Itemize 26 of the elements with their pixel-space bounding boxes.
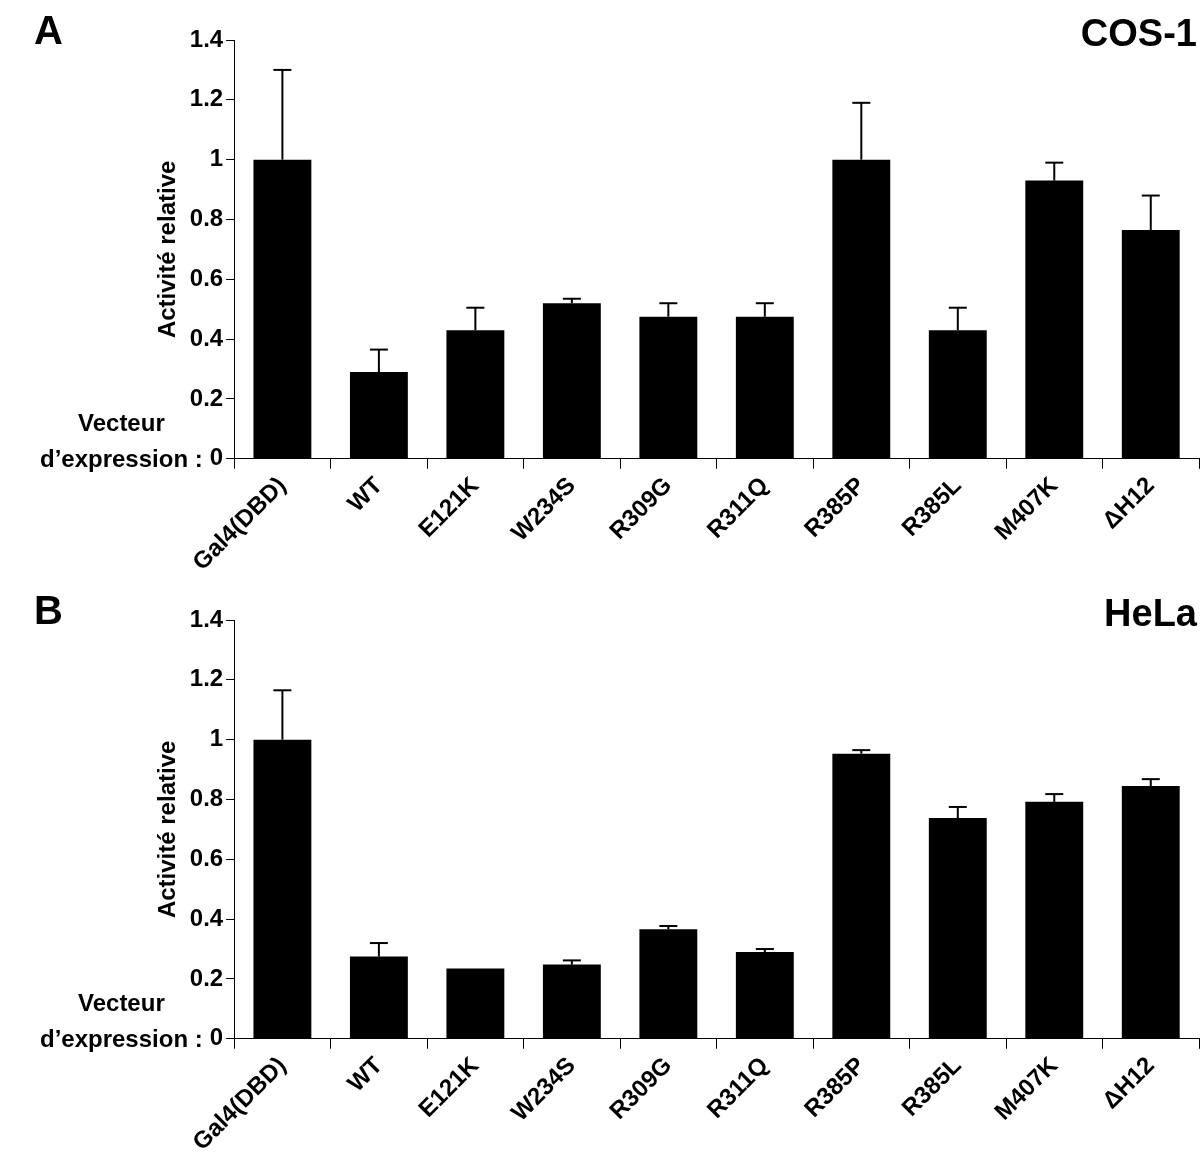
y-tick-label: 1.2: [189, 664, 224, 692]
y-tick-label: 0.6: [189, 263, 224, 291]
y-tick-label: 1: [209, 724, 224, 752]
text: A: [34, 8, 63, 53]
text: B: [34, 588, 63, 633]
y-tick-label: 1: [209, 144, 224, 172]
y-tick-label: 0: [209, 443, 224, 471]
y-tick-label: 0.2: [189, 963, 224, 991]
y-tick-label: 1.4: [189, 24, 224, 52]
y-tick-label: 0.4: [189, 323, 224, 351]
y-tick-label: 0.6: [189, 843, 224, 871]
y-tick-label: 1.2: [189, 84, 224, 112]
y-tick-label: 0: [209, 1023, 224, 1051]
y-axis-title: Activité relative: [153, 160, 181, 339]
chart-title: HeLa: [1104, 592, 1197, 635]
x-tick-label: WT: [341, 470, 388, 517]
x-tick-label: WT: [341, 1050, 388, 1097]
text: Vecteur d’expression :: [40, 409, 203, 472]
y-tick-label: 0.4: [189, 903, 224, 931]
y-tick-label: 1.4: [189, 604, 224, 632]
y-tick-label: 0.8: [189, 784, 224, 812]
chart-title: COS-1: [1080, 12, 1197, 55]
y-axis-title: Activité relative: [153, 740, 181, 919]
text: Vecteur d’expression :: [40, 989, 203, 1052]
y-tick-label: 0.8: [189, 204, 224, 232]
y-tick-label: 0.2: [189, 383, 224, 411]
